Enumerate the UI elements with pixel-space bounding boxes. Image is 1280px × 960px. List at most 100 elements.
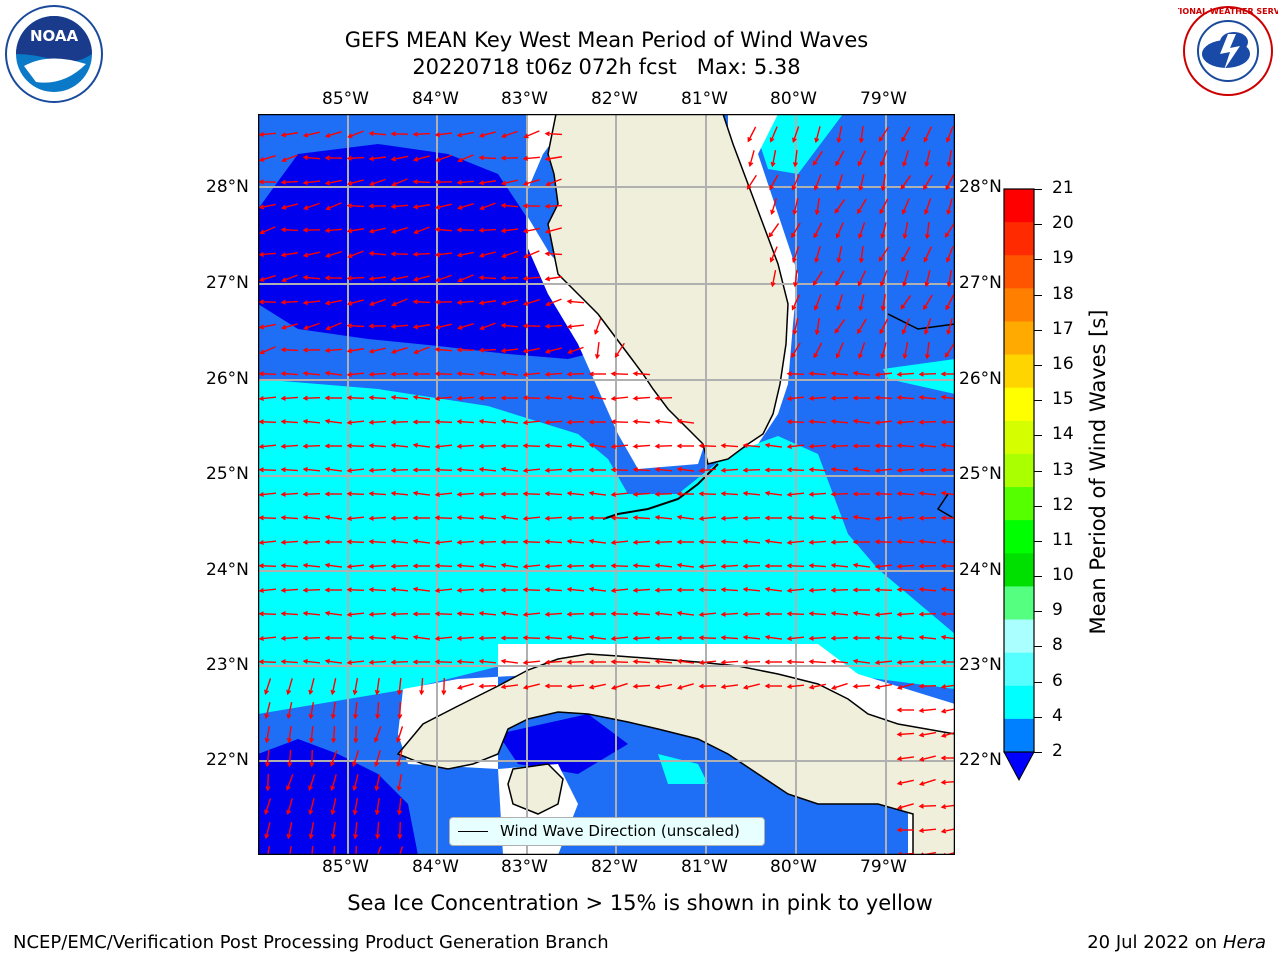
wind-wave-arrowhead: [924, 281, 930, 288]
wind-wave-arrowhead: [814, 257, 820, 264]
wind-wave-arrow: [501, 468, 519, 472]
wind-wave-arrow: [835, 270, 845, 286]
noaa-logo: NOAA: [4, 4, 104, 104]
wind-wave-arrow: [898, 683, 914, 689]
wind-wave-arrowhead: [902, 233, 908, 240]
wind-wave-arrowhead: [720, 443, 726, 449]
wind-wave-arrow: [924, 198, 932, 214]
wind-wave-arrow: [897, 732, 915, 736]
wind-wave-arrow: [524, 130, 540, 138]
wind-wave-arrow: [787, 540, 805, 544]
wind-wave-arrowhead: [874, 563, 881, 570]
wind-wave-arrow: [435, 492, 453, 496]
wind-wave-arrowhead: [834, 208, 840, 214]
wind-wave-arrow: [919, 492, 937, 496]
wind-wave-arrow: [369, 132, 387, 136]
wind-wave-arrow: [831, 637, 849, 639]
wind-wave-arrowhead: [808, 491, 814, 497]
wind-wave-arrow: [545, 156, 563, 160]
wind-wave-arrow: [655, 660, 673, 664]
colorbar-segment: [1004, 553, 1034, 587]
wind-wave-arrowhead: [940, 538, 947, 544]
wind-wave-arrowhead: [940, 755, 946, 761]
wind-wave-arrowhead: [390, 467, 396, 473]
wind-wave-arrow: [287, 678, 293, 694]
wind-wave-arrowhead: [500, 180, 507, 186]
wind-wave-arrow: [860, 245, 864, 263]
wind-wave-arrow: [348, 179, 364, 185]
wind-wave-arrow: [435, 228, 453, 232]
colorbar-tick: [1034, 716, 1042, 718]
wind-wave-arrow: [457, 564, 475, 568]
wind-wave-arrowhead: [302, 418, 309, 425]
wind-wave-arrow: [479, 180, 497, 184]
wind-wave-arrowhead: [280, 227, 286, 233]
wind-wave-arrow: [743, 565, 761, 567]
wind-wave-arrow: [435, 396, 453, 400]
wind-wave-arrow: [413, 396, 431, 400]
wind-wave-arrowhead: [302, 658, 309, 665]
colorbar-tick-label: 14: [1052, 424, 1074, 445]
wind-wave-arrow: [457, 180, 475, 184]
wind-wave-arrowhead: [544, 276, 551, 282]
wind-wave-arrowhead: [830, 443, 836, 449]
wind-wave-arrow: [259, 492, 277, 496]
wind-wave-arrow: [945, 174, 955, 190]
wind-wave-arrowhead: [479, 205, 485, 211]
wind-wave-arrowhead: [835, 233, 841, 239]
wind-wave-arrowhead: [676, 466, 683, 472]
wind-wave-arrowhead: [281, 157, 287, 163]
wind-wave-arrow: [919, 565, 937, 567]
wind-wave-arrowhead: [610, 611, 616, 617]
wind-wave-arrow: [391, 540, 409, 544]
wind-wave-arrow: [413, 300, 431, 304]
wind-wave-arrowhead: [280, 179, 286, 185]
wind-wave-arrowhead: [830, 635, 836, 641]
wind-wave-arrowhead: [813, 353, 819, 359]
wind-wave-arrowhead: [390, 611, 396, 617]
wind-wave-arrow: [326, 202, 342, 210]
wind-wave-arrow: [259, 613, 277, 615]
wind-wave-arrowhead: [308, 689, 314, 696]
wind-wave-arrowhead: [946, 281, 952, 288]
wind-wave-arrowhead: [456, 635, 462, 641]
wind-wave-arrow: [787, 565, 805, 567]
colorbar-tick: [1034, 681, 1042, 683]
wind-wave-arrowhead: [698, 443, 704, 449]
wind-wave-arrowhead: [302, 132, 309, 138]
wind-wave-arrowhead: [390, 228, 397, 234]
wind-wave-arrowhead: [280, 395, 286, 401]
wind-wave-arrow: [923, 294, 933, 310]
colorbar-tick: [1034, 540, 1042, 542]
wind-wave-arrowhead: [390, 634, 397, 641]
wind-wave-arrowhead: [368, 443, 374, 449]
wind-wave-arrow: [332, 701, 336, 719]
wind-wave-arrow: [831, 420, 849, 424]
wind-wave-arrowhead: [441, 690, 447, 696]
wind-wave-arrowhead: [456, 563, 462, 569]
wind-wave-arrowhead: [368, 348, 375, 354]
wind-wave-arrowhead: [413, 349, 419, 355]
wind-wave-arrow: [457, 420, 475, 424]
wind-wave-arrow: [309, 701, 315, 719]
wind-wave-arrowhead: [259, 349, 265, 355]
wind-wave-arrow: [615, 342, 625, 358]
wind-wave-arrowhead: [258, 395, 265, 402]
wind-wave-arrow: [391, 517, 409, 519]
wind-wave-arrow: [792, 126, 800, 142]
wind-wave-arrow: [524, 683, 540, 689]
colorbar-tick: [1034, 189, 1042, 190]
wind-wave-arrowhead: [918, 490, 925, 497]
wind-wave-arrowhead: [412, 131, 418, 137]
wind-wave-arrow: [919, 421, 937, 423]
wind-wave-arrow: [942, 708, 955, 713]
wind-wave-arrowhead: [770, 209, 776, 216]
wind-wave-arrowhead: [522, 348, 529, 354]
wind-wave-arrow: [435, 252, 453, 256]
wind-wave-arrowhead: [945, 257, 951, 263]
wind-wave-arrowhead: [412, 276, 419, 282]
wind-wave-arrow: [875, 516, 893, 520]
wind-wave-arrowhead: [352, 785, 358, 792]
wind-wave-arrow: [457, 612, 475, 616]
wind-wave-arrowhead: [940, 371, 946, 377]
